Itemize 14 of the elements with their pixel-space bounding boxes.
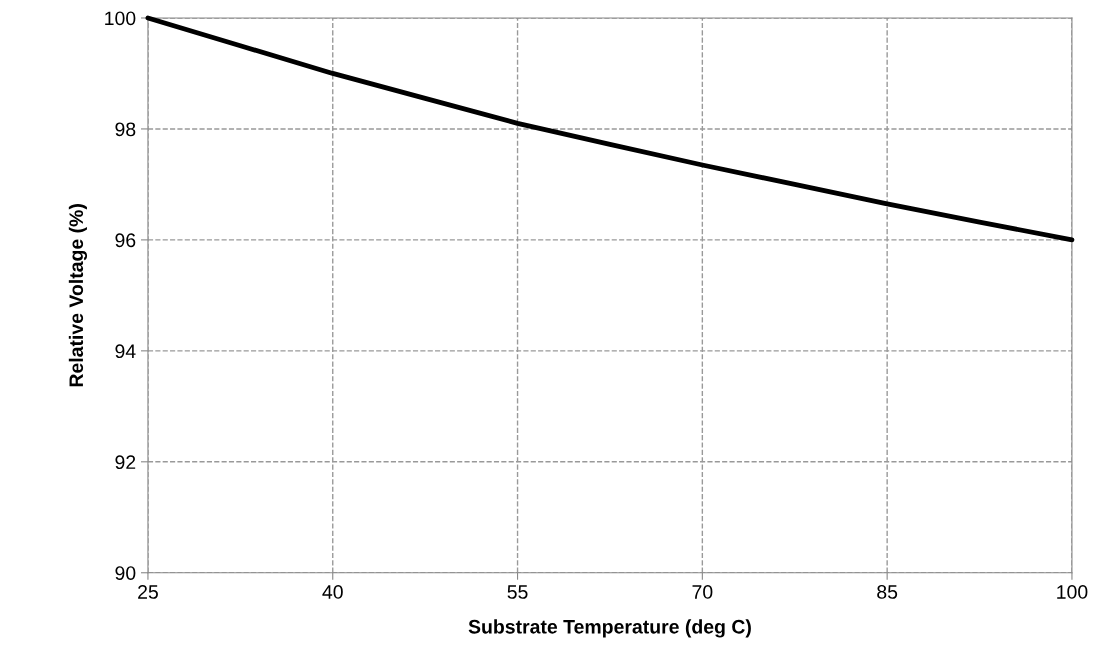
x-tick-label: 40 [322, 585, 343, 599]
x-tick-label: 70 [692, 585, 713, 599]
x-axis-title: Substrate Temperature (deg C) [468, 619, 751, 638]
y-tick-label: 96 [115, 233, 136, 248]
x-tick-label: 25 [138, 585, 158, 599]
x-tick-label: 55 [507, 585, 528, 599]
y-tick-label: 98 [115, 122, 136, 137]
y-tick-label: 92 [115, 455, 136, 470]
y-tick-label: 94 [115, 344, 136, 359]
x-tick-label: 100 [1057, 585, 1088, 599]
x-tick-label: 85 [877, 585, 898, 599]
y-tick-label: 90 [115, 566, 136, 580]
y-tick-label: 100 [105, 11, 136, 26]
y-axis-title: Relative Voltage (%) [68, 204, 88, 387]
